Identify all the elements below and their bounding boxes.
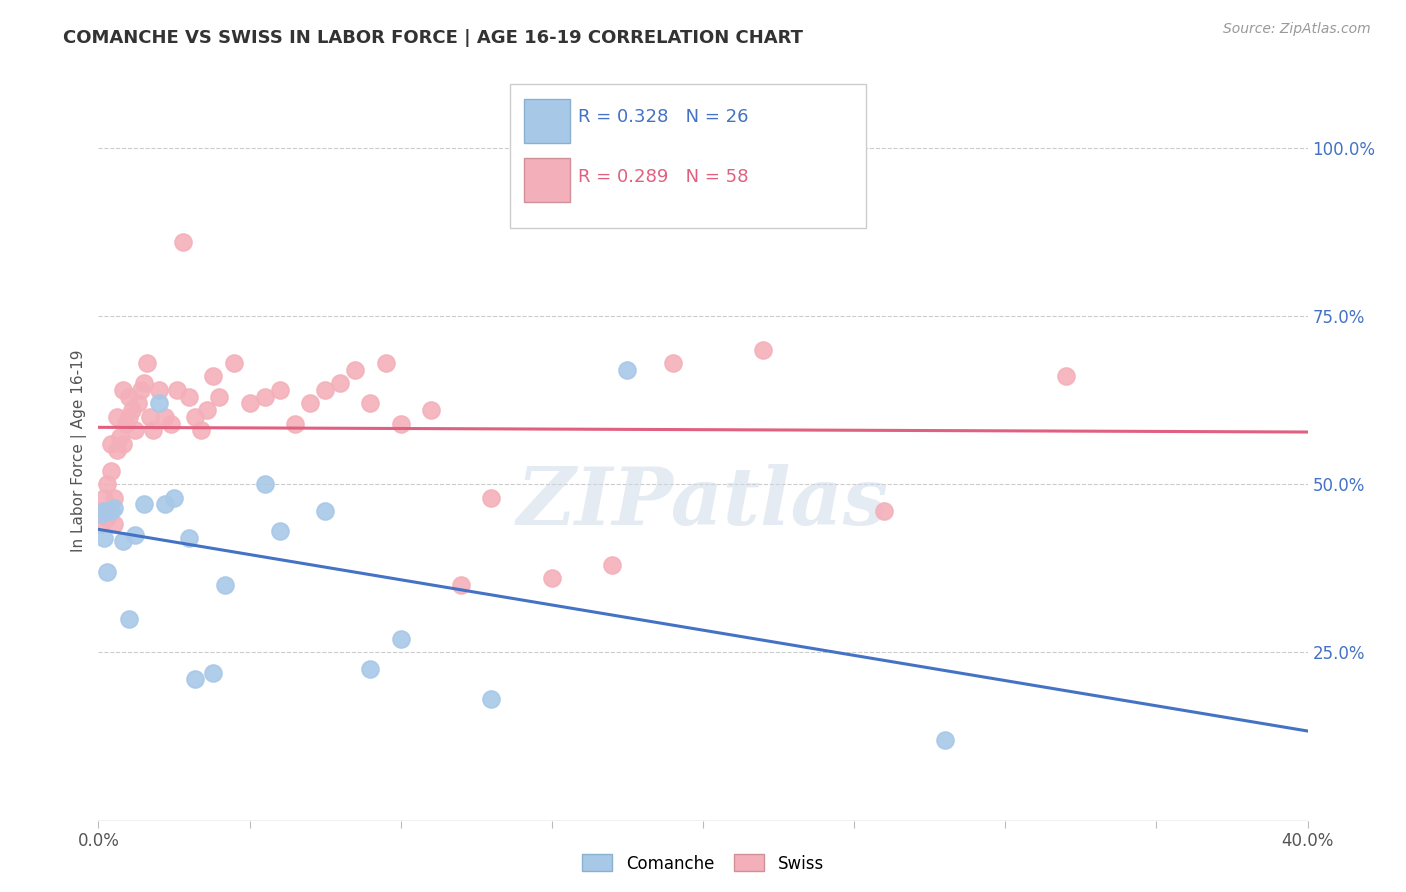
Point (96, 477, 118, 491)
Point (195, 403, 218, 417)
Point (934, 732, 956, 747)
Point (96, 504, 118, 518)
Point (239, 396, 262, 410)
Point (103, 517, 125, 532)
Point (329, 376, 352, 391)
Point (299, 396, 322, 410)
Point (93, 491, 115, 505)
Point (1054, 369, 1077, 384)
Point (163, 491, 186, 505)
Text: COMANCHE VS SWISS IN LABOR FORCE | AGE 16-19 CORRELATION CHART: COMANCHE VS SWISS IN LABOR FORCE | AGE 1… (63, 29, 803, 46)
Point (148, 396, 170, 410)
Point (481, 692, 503, 706)
Point (100, 436, 122, 450)
Point (108, 430, 131, 444)
Text: R = 0.289   N = 58: R = 0.289 N = 58 (578, 168, 749, 186)
Point (118, 612, 141, 626)
Point (344, 362, 367, 376)
Point (103, 491, 125, 505)
Point (314, 383, 336, 397)
Point (93, 504, 115, 518)
Point (100, 464, 122, 478)
Point (96, 510, 118, 524)
Point (127, 396, 149, 410)
Point (93, 531, 115, 545)
Point (420, 403, 443, 417)
Point (166, 383, 188, 397)
Point (214, 578, 236, 592)
Point (93, 504, 115, 518)
Point (124, 423, 146, 437)
Point (602, 558, 624, 572)
Point (389, 632, 412, 646)
Point (253, 477, 276, 491)
FancyBboxPatch shape (524, 99, 569, 144)
Point (121, 403, 143, 417)
Point (148, 383, 170, 397)
Point (153, 409, 176, 424)
Point (360, 396, 382, 410)
Point (616, 362, 638, 376)
Point (184, 673, 207, 687)
Point (202, 369, 225, 384)
Point (208, 390, 231, 404)
Point (124, 527, 146, 541)
Point (202, 665, 225, 680)
Point (135, 356, 157, 370)
Point (224, 356, 246, 370)
Point (90, 504, 112, 518)
Point (190, 423, 212, 437)
Point (139, 409, 162, 424)
Point (389, 417, 412, 431)
Point (103, 500, 125, 515)
Point (142, 423, 165, 437)
Point (360, 662, 382, 676)
Point (873, 504, 896, 518)
Point (184, 409, 207, 424)
Point (284, 417, 307, 431)
Point (111, 534, 134, 549)
Point (100, 504, 122, 518)
Point (111, 383, 134, 397)
Point (132, 376, 155, 391)
Point (269, 524, 291, 539)
Point (269, 383, 291, 397)
Point (118, 390, 141, 404)
FancyBboxPatch shape (509, 84, 866, 228)
Legend: Comanche, Swiss: Comanche, Swiss (575, 847, 831, 880)
Point (96, 565, 118, 579)
Point (253, 390, 276, 404)
Text: Source: ZipAtlas.com: Source: ZipAtlas.com (1223, 22, 1371, 37)
Point (540, 571, 562, 585)
Point (90, 508, 112, 522)
Point (132, 497, 155, 511)
Point (179, 531, 201, 545)
Point (153, 497, 176, 511)
Point (450, 578, 472, 592)
Point (105, 409, 128, 424)
Point (179, 390, 201, 404)
Point (374, 356, 396, 370)
Point (752, 343, 775, 357)
Text: R = 0.328   N = 26: R = 0.328 N = 26 (578, 108, 749, 127)
Point (90, 517, 112, 532)
Point (481, 491, 503, 505)
FancyBboxPatch shape (524, 158, 569, 202)
Point (661, 356, 683, 370)
Point (111, 436, 134, 450)
Text: ZIPatlas: ZIPatlas (517, 464, 889, 541)
Point (172, 235, 194, 249)
Point (314, 504, 336, 518)
Point (105, 443, 128, 458)
Point (129, 383, 152, 397)
Point (114, 417, 136, 431)
Point (118, 409, 141, 424)
Point (160, 417, 183, 431)
Y-axis label: In Labor Force | Age 16-19: In Labor Force | Age 16-19 (72, 349, 87, 552)
